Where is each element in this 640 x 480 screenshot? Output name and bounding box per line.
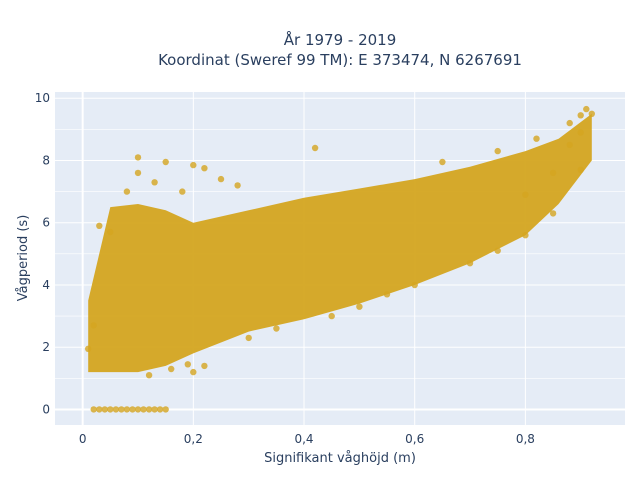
scatter-point [217,175,225,183]
scatter-point [549,169,557,177]
scatter-point [411,281,418,289]
scatter-density-band [88,113,592,373]
y-tick-label: 10 [35,91,50,105]
scatter-point [151,406,158,413]
scatter-point [140,406,147,413]
data-points [85,105,595,413]
x-tick-label: 0,6 [405,432,424,446]
scatter-point [577,112,584,119]
scatter-point [90,406,97,413]
scatter-point [107,406,114,413]
scatter-point [96,222,103,229]
y-axis-title: Vågperiod (s) [16,215,31,302]
scatter-point [588,110,595,118]
scatter-point [328,312,335,320]
scatter-point [101,406,109,413]
scatter-point [151,179,158,186]
scatter-point [190,161,197,169]
y-tick-label: 8 [42,153,50,167]
x-tick-label: 0,2 [184,432,203,446]
scatter-point [85,345,92,352]
y-tick-label: 6 [42,216,50,230]
scatter-point [184,361,191,368]
x-tick-label: 0,4 [294,432,313,446]
scatter-point [129,406,136,413]
y-tick-label: 0 [42,402,50,416]
scatter-point [383,291,391,298]
x-tick-label: 0,8 [516,432,535,446]
scatter-point [201,362,208,370]
scatter-point [112,406,120,413]
scatter-point [179,188,186,195]
scatter-point [162,406,169,413]
scatter-point [190,368,197,376]
scatter-point [107,228,114,236]
scatter-point [245,334,252,342]
chart-title-line1: År 1979 - 2019 [284,30,397,49]
scatter-point [168,365,175,373]
scatter-point [234,182,241,189]
scatter-point [494,247,501,254]
scatter-point [549,210,557,217]
scatter-point [466,260,474,267]
scatter-point [439,158,446,166]
scatter-point [522,232,529,239]
scatter-point [494,147,501,155]
scatter-point [96,406,103,413]
scatter-point [566,119,573,127]
scatter-point [123,406,131,413]
scatter-point [522,191,529,198]
scatter-point [577,129,584,136]
scatter-point [533,135,540,142]
y-tick-label: 4 [42,278,50,292]
data-density-bands [88,113,592,373]
scatter-point [566,141,573,149]
scatter-point [273,325,280,332]
scatter-point [118,406,125,413]
x-axis-title: Signifikant våghöjd (m) [264,451,416,466]
scatter-point [156,406,164,413]
scatter-point [134,169,142,177]
scatter-point [583,105,590,113]
chart-title-line2: Koordinat (Sweref 99 TM): E 373474, N 62… [158,51,522,69]
scatter-point [577,166,584,173]
scatter-point [134,406,142,413]
y-tick-labels: 0 2 4 6 8 10 [35,91,50,416]
scatter-point [356,303,363,310]
x-tick-label: 0 [79,432,87,446]
x-tick-labels: 0 0,2 0,4 0,6 0,8 [79,432,535,446]
y-tick-label: 2 [42,340,50,354]
scatter-point [145,406,153,413]
scatter-point [162,158,169,166]
scatter-point [134,154,142,161]
scatter-point [201,165,208,172]
scatter-point [90,322,97,329]
scatter-point [123,188,131,195]
scatter-point [311,144,319,152]
scatter-point [145,372,153,379]
